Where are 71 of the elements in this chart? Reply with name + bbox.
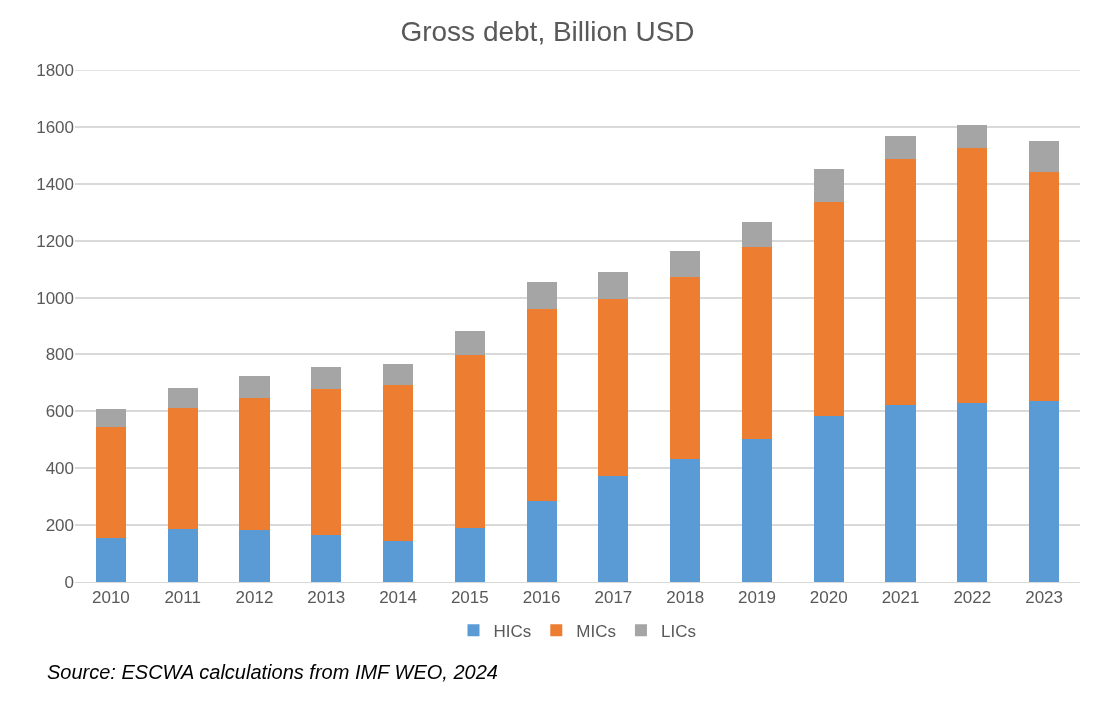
bar <box>311 366 342 389</box>
y-tick-label: 0 <box>64 572 74 592</box>
bar <box>885 159 916 406</box>
x-tick-label: 2010 <box>91 588 130 608</box>
bar <box>741 439 773 582</box>
y-tick-label: 600 <box>45 402 74 422</box>
x-tick-label: 2013 <box>307 588 346 608</box>
x-tick-label: 2022 <box>953 588 992 608</box>
legend-label: HICs <box>493 621 532 641</box>
bar <box>957 125 988 148</box>
bar <box>95 427 126 539</box>
bar <box>885 405 916 582</box>
x-tick-label: 2017 <box>594 588 633 608</box>
bar <box>1029 172 1060 401</box>
bar <box>813 201 844 416</box>
bar <box>885 135 916 160</box>
bar <box>957 403 988 582</box>
bar <box>239 376 270 398</box>
x-tick-label: 2019 <box>738 588 776 608</box>
source-note: Source: ESCWA calculations from IMF WEO, 2024 <box>47 661 498 683</box>
y-tick-label: 800 <box>45 345 74 365</box>
bar <box>670 459 701 582</box>
y-tick-label: 1600 <box>36 117 74 137</box>
x-tick-label: 2021 <box>881 588 920 608</box>
chart-title: Gross debt, Billion USD <box>400 15 695 47</box>
bar <box>670 250 701 277</box>
bar <box>239 397 270 530</box>
bar <box>526 308 557 502</box>
x-tick-label: 2020 <box>809 588 848 608</box>
bar <box>167 407 198 529</box>
y-tick-label: 1200 <box>36 231 74 251</box>
bar <box>813 415 844 582</box>
bar <box>526 501 557 582</box>
x-tick-label: 2023 <box>1025 588 1064 608</box>
bar <box>95 409 126 428</box>
bar <box>741 221 773 247</box>
bar <box>598 272 629 300</box>
x-tick-label: 2014 <box>379 588 417 608</box>
bar <box>741 246 773 440</box>
y-tick-label: 1400 <box>36 174 74 194</box>
bar <box>813 168 844 202</box>
bar <box>957 147 988 404</box>
bar <box>454 527 485 582</box>
bar <box>382 363 414 385</box>
bar <box>311 388 342 536</box>
y-tick-label: 1800 <box>36 60 74 80</box>
x-tick-label: 2011 <box>164 588 201 608</box>
y-tick-label: 200 <box>45 516 74 536</box>
legend-label: MICs <box>576 621 616 641</box>
bar <box>1029 140 1060 173</box>
x-tick-label: 2018 <box>666 588 705 608</box>
legend-label: LICs <box>660 621 696 641</box>
bar <box>167 528 198 582</box>
x-tick-label: 2012 <box>235 588 274 608</box>
bar <box>598 299 629 476</box>
bar <box>454 355 485 528</box>
bar <box>526 281 557 309</box>
bar <box>598 475 629 582</box>
bar <box>167 387 198 408</box>
bar <box>382 541 414 582</box>
y-tick-label: 400 <box>45 459 74 479</box>
bar <box>670 276 701 460</box>
y-tick-label: 1000 <box>36 288 74 308</box>
bar <box>1029 400 1060 582</box>
bar <box>95 538 126 582</box>
x-tick-label: 2016 <box>522 588 561 608</box>
bar <box>454 330 485 356</box>
bar <box>382 384 414 542</box>
bar <box>311 535 342 582</box>
bar <box>239 529 270 582</box>
x-tick-label: 2015 <box>450 588 489 608</box>
